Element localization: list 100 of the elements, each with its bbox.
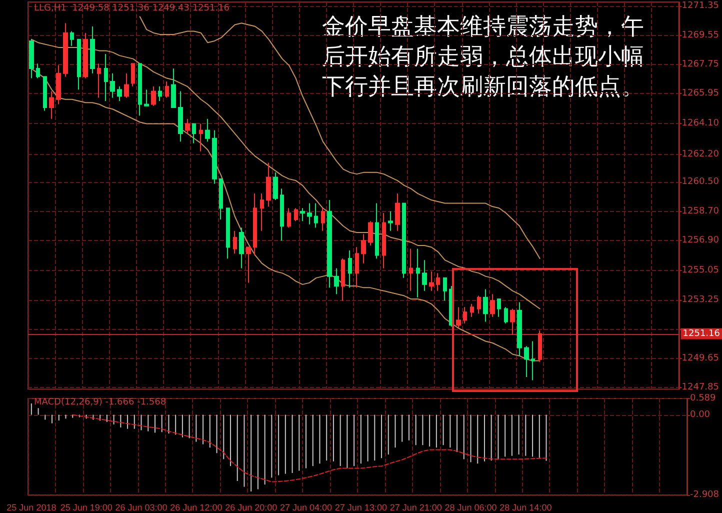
candlestick: [463, 306, 467, 324]
y-tick-label: 1271.35: [682, 1, 719, 12]
candlestick: [294, 208, 298, 222]
line-series: [72, 414, 547, 482]
candlestick: [56, 64, 61, 105]
candlestick: [158, 86, 162, 102]
x-tick-label: 26 Jun 03:00: [115, 502, 168, 512]
candlestick: [124, 72, 129, 98]
candlestick: [538, 330, 542, 362]
candlestick: [63, 22, 68, 78]
candlestick: [348, 250, 352, 288]
candlestick: [212, 130, 217, 184]
chart-title: LLG,H1 1249.58 1251.36 1249.43 1251.16: [34, 4, 230, 14]
candlestick: [395, 193, 400, 232]
candlestick: [90, 26, 95, 74]
y-tick-label: 1262.20: [682, 150, 720, 160]
y-tick-label: 0.00: [690, 410, 710, 420]
candlestick: [375, 202, 379, 259]
candlestick: [185, 118, 190, 134]
candlestick: [239, 227, 244, 269]
candlestick: [524, 346, 529, 378]
y-tick-label: 0.589: [690, 394, 716, 404]
ref-line-label: 1251.16: [682, 328, 720, 339]
candlestick: [70, 30, 74, 46]
candlestick: [477, 295, 481, 314]
candlestick: [131, 63, 135, 87]
candlestick: [233, 230, 237, 254]
y-tick-label: 1258.70: [682, 206, 720, 216]
candlestick: [307, 202, 312, 225]
candlestick: [456, 306, 461, 329]
x-tick-label: 27 Jun 13:00: [334, 502, 387, 512]
x-tick-label: 26 Jun 12:00: [170, 502, 222, 512]
candlestick: [497, 298, 501, 318]
candlestick: [490, 294, 495, 318]
candlestick: [341, 258, 345, 302]
x-tick-label: 27 Jun 21:00: [390, 502, 442, 512]
candlestick: [43, 76, 47, 112]
candlestick: [334, 268, 339, 295]
x-tick-label: 27 Jun 04:00: [280, 502, 332, 512]
candlestick: [361, 234, 366, 264]
candlestick: [314, 202, 318, 228]
candlestick: [416, 248, 420, 298]
candlestick: [409, 248, 413, 292]
candlestick: [260, 193, 264, 232]
candlestick: [97, 63, 101, 98]
candlestick: [171, 68, 176, 108]
candlestick: [219, 178, 223, 220]
candlestick: [355, 246, 359, 288]
y-tick-label: 1247.85: [682, 382, 719, 392]
candlestick: [77, 38, 81, 90]
y-tick-label: 1256.90: [682, 236, 720, 246]
candlestick: [280, 188, 284, 242]
y-tick-label: 1255.05: [682, 266, 719, 276]
candlestick: [436, 272, 440, 292]
candlestick: [151, 86, 156, 106]
candlestick: [83, 32, 88, 79]
candlestick: [402, 202, 406, 278]
candlestick: [368, 220, 373, 246]
y-tick-label: 1265.95: [682, 88, 719, 99]
candlestick: [144, 89, 149, 106]
candlestick: [273, 172, 278, 201]
candlestick: [321, 208, 325, 232]
candlestick: [443, 277, 447, 302]
candlestick: [226, 208, 230, 259]
candlestick: [104, 53, 108, 102]
candlestick: [165, 81, 169, 98]
candlestick: [382, 212, 386, 269]
candlestick: [29, 38, 34, 79]
candlestick: [138, 63, 142, 116]
candlestick: [178, 90, 183, 142]
y-tick-label: 1269.55: [682, 30, 719, 40]
candlestick: [110, 72, 115, 98]
candlestick: [36, 63, 40, 79]
candlestick: [531, 340, 535, 381]
candlestick: [192, 123, 196, 144]
candlestick: [517, 302, 522, 356]
candlestick: [470, 303, 474, 318]
candlestick: [287, 208, 291, 228]
candlestick: [49, 90, 54, 120]
candlestick: [388, 210, 393, 232]
x-tick-label: 25 Jun 2018: [6, 502, 56, 512]
candlestick: [300, 208, 305, 222]
x-tick-label: 28 Jun 14:00: [500, 502, 552, 512]
x-tick-label: 25 Jun 19:00: [60, 502, 112, 512]
candlestick: [266, 162, 271, 208]
candlestick: [246, 246, 251, 284]
x-tick-label: 26 Jun 20:00: [225, 502, 278, 512]
candlestick: [510, 308, 515, 336]
y-tick-label: 1264.10: [682, 118, 720, 129]
y-tick-label: -2.908: [690, 490, 720, 500]
y-tick-label: 1253.25: [682, 294, 719, 305]
candlestick: [504, 306, 508, 324]
candlestick: [199, 123, 203, 152]
y-tick-label: 1267.75: [682, 59, 719, 70]
candlestick: [205, 118, 210, 142]
x-tick-label: 28 Jun 06:00: [444, 502, 497, 512]
candlestick: [422, 260, 427, 292]
chart-title: MACD(12,26,9) -1.666 -1.568: [34, 398, 166, 408]
candlestick: [117, 86, 122, 102]
candlestick: [429, 270, 434, 292]
